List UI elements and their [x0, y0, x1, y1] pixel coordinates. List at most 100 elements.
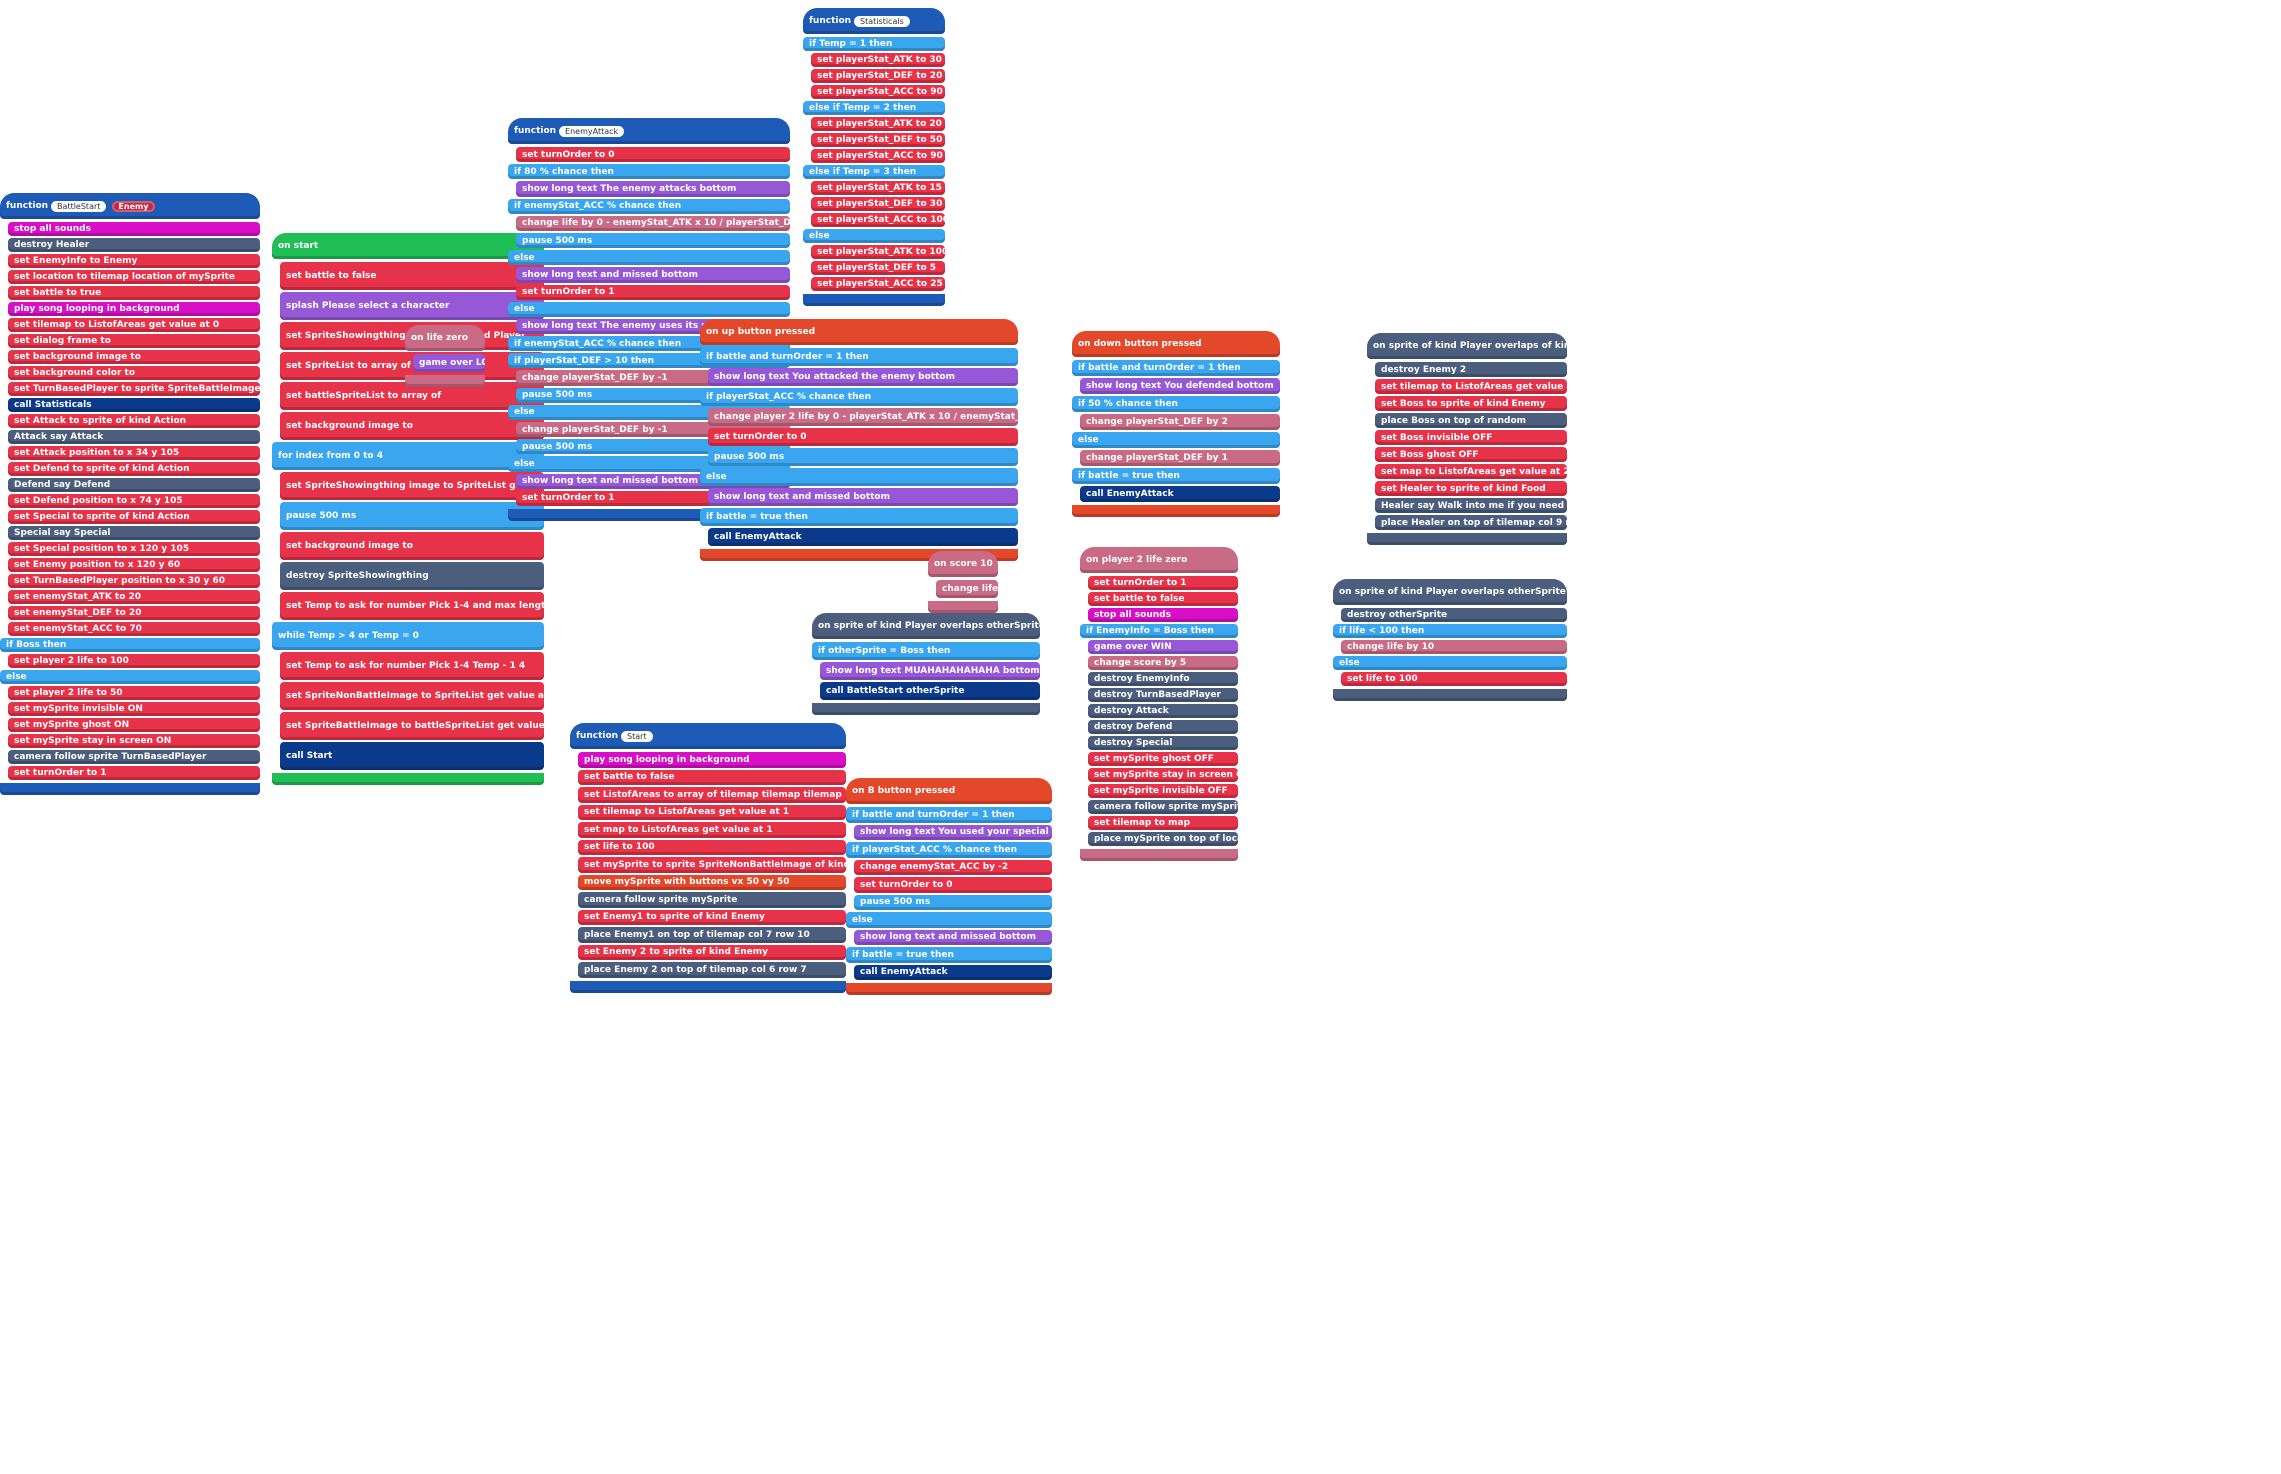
block-stack-on-b[interactable]: on B button pressed if battle and turnOrd…	[846, 775, 1052, 998]
code-block[interactable]: destroy EnemyInfo	[1088, 672, 1238, 686]
function-name[interactable]: EnemyAttack	[559, 125, 625, 137]
code-block[interactable]: set enemyStat_ACC to 70	[8, 622, 260, 636]
block-stack-statisticals[interactable]: function Statisticals if Temp = 1 then set …	[803, 5, 945, 309]
code-block[interactable]: set playerStat_ATK to 15	[811, 181, 945, 195]
block-stack-on-up[interactable]: on up button pressed if battle and turnOr…	[700, 316, 1018, 564]
code-block[interactable]: set SpriteBattleImage to battleSpriteLis…	[280, 712, 544, 740]
code-block[interactable]: if battle and turnOrder = 1 then	[700, 348, 1018, 366]
code-block[interactable]: pause 500 ms	[280, 502, 544, 530]
block-stack-battle-start[interactable]: function BattleStart Enemy stop all sounds d…	[0, 190, 260, 798]
code-block[interactable]: set Special position to x 120 y 105	[8, 542, 260, 556]
code-block[interactable]: destroy TurnBasedPlayer	[1088, 688, 1238, 702]
code-block[interactable]: if playerStat_ACC % chance then	[846, 842, 1052, 858]
code-block[interactable]: set player 2 life to 100	[8, 654, 260, 668]
block-header[interactable]: on start	[272, 233, 544, 259]
block-header[interactable]: on life zero	[405, 325, 485, 351]
code-block[interactable]: set playerStat_ACC to 90	[811, 149, 945, 163]
code-block[interactable]: set Healer to sprite of kind Food	[1375, 481, 1567, 496]
code-block[interactable]: call EnemyAttack	[1080, 486, 1280, 502]
code-block[interactable]: play song looping in background	[578, 752, 846, 768]
block-stack-overlap-food[interactable]: on sprite of kind Player overlaps otherS…	[1333, 576, 1567, 704]
block-stack-start[interactable]: function Start play song looping in backgr…	[570, 720, 846, 996]
code-block[interactable]: change player 2 life by 0 - playerStat_A…	[708, 408, 1018, 426]
code-block[interactable]: change playerStat_DEF by 1	[1080, 450, 1280, 466]
code-block[interactable]: set playerStat_DEF to 5	[811, 261, 945, 275]
code-block[interactable]: set Enemy1 to sprite of kind Enemy	[578, 909, 846, 925]
code-block[interactable]: change playerStat_DEF by 2	[1080, 414, 1280, 430]
code-block[interactable]: set background image to	[280, 532, 544, 560]
code-block[interactable]: for index from 0 to 4	[272, 442, 544, 470]
code-block[interactable]: call EnemyAttack	[854, 964, 1052, 980]
code-block[interactable]: else	[1333, 656, 1567, 670]
code-block[interactable]: play song looping in background	[8, 302, 260, 316]
block-header[interactable]: on player 2 life zero	[1080, 547, 1238, 573]
code-block[interactable]: set background image to	[280, 412, 544, 440]
code-block[interactable]: destroy Enemy 2	[1375, 362, 1567, 377]
code-block[interactable]: if 80 % chance then	[508, 164, 790, 180]
code-block[interactable]: set turnOrder to 1	[516, 284, 790, 300]
code-block[interactable]: if battle = true then	[846, 947, 1052, 963]
code-block[interactable]: destroy Defend	[1088, 720, 1238, 734]
code-block[interactable]: else	[700, 468, 1018, 486]
code-block[interactable]: if Temp = 1 then	[803, 37, 945, 51]
code-block[interactable]: set Temp to ask for number Pick 1-4 Temp…	[280, 652, 544, 680]
code-block[interactable]: show long text and missed bottom	[708, 488, 1018, 506]
block-header[interactable]: function Start	[570, 723, 846, 749]
code-block[interactable]: else if Temp = 2 then	[803, 101, 945, 115]
code-block[interactable]: show long text and missed bottom	[854, 929, 1052, 945]
code-block[interactable]: splash Please select a character	[280, 292, 544, 320]
code-block[interactable]: set Special to sprite of kind Action	[8, 510, 260, 524]
code-block[interactable]: else	[508, 301, 790, 317]
code-block[interactable]: set tilemap to map	[1088, 816, 1238, 830]
code-block[interactable]: show long text and missed bottom	[516, 267, 790, 283]
code-block[interactable]: set mySprite stay in screen ON	[8, 734, 260, 748]
code-block[interactable]: set tilemap to ListofAreas get value at …	[578, 804, 846, 820]
code-block[interactable]: call Statisticals	[8, 398, 260, 412]
code-block[interactable]: set Attack to sprite of kind Action	[8, 414, 260, 428]
code-block[interactable]: if battle = true then	[1072, 468, 1280, 484]
code-block[interactable]: place Enemy1 on top of tilemap col 7 row…	[578, 927, 846, 943]
code-block[interactable]: else	[846, 912, 1052, 928]
code-block[interactable]: change life by 0 - enemyStat_ATK x 10 / …	[516, 215, 790, 231]
code-block[interactable]: set background image to	[8, 350, 260, 364]
code-block[interactable]: else	[508, 250, 790, 266]
code-block[interactable]: set player 2 life to 50	[8, 686, 260, 700]
code-block[interactable]: destroy SpriteShowingthing	[280, 562, 544, 590]
code-block[interactable]: set TurnBasedPlayer position to x 30 y 6…	[8, 574, 260, 588]
block-header[interactable]: on down button pressed	[1072, 331, 1280, 357]
code-block[interactable]: set playerStat_ATK to 100	[811, 245, 945, 259]
code-block[interactable]: set playerStat_ACC to 100	[811, 213, 945, 227]
code-block[interactable]: if battle and turnOrder = 1 then	[846, 807, 1052, 823]
code-block[interactable]: set mySprite invisible ON	[8, 702, 260, 716]
code-block[interactable]: else	[803, 229, 945, 243]
code-block[interactable]: set enemyStat_DEF to 20	[8, 606, 260, 620]
code-block[interactable]: if 50 % chance then	[1072, 396, 1280, 412]
code-block[interactable]: destroy Attack	[1088, 704, 1238, 718]
code-block[interactable]: set life to 100	[1341, 672, 1567, 686]
code-block[interactable]: show long text The enemy attacks bottom	[516, 181, 790, 197]
block-header[interactable]: function Statisticals	[803, 8, 945, 34]
code-block[interactable]: set SpriteNonBattleImage to SpriteList g…	[280, 682, 544, 710]
code-block[interactable]: set playerStat_ACC to 90	[811, 85, 945, 99]
code-block[interactable]: set mySprite invisible OFF	[1088, 784, 1238, 798]
function-name[interactable]: Statisticals	[854, 15, 910, 27]
code-block[interactable]: set turnOrder to 1	[8, 766, 260, 780]
code-block[interactable]: if otherSprite = Boss then	[812, 642, 1040, 660]
block-stack-overlap-player[interactable]: on sprite of kind Player overlaps of kin…	[1367, 330, 1567, 548]
code-block[interactable]: set enemyStat_ATK to 20	[8, 590, 260, 604]
code-block[interactable]: set turnOrder to 0	[516, 147, 790, 163]
code-block[interactable]: show long text You defended bottom	[1080, 378, 1280, 394]
code-block[interactable]: show long text MUAHAHAHAHAHA bottom	[820, 662, 1040, 680]
code-block[interactable]: set battle to false	[1088, 592, 1238, 606]
code-block[interactable]: set playerStat_ATK to 30	[811, 53, 945, 67]
block-stack-overlap-enemy[interactable]: on sprite of kind Player overlaps otherS…	[812, 610, 1040, 718]
code-block[interactable]: set playerStat_ACC to 25	[811, 277, 945, 291]
code-block[interactable]: set playerStat_DEF to 20	[811, 69, 945, 83]
code-block[interactable]: stop all sounds	[8, 222, 260, 236]
code-block[interactable]: Special say Special	[8, 526, 260, 540]
code-block[interactable]: pause 500 ms	[708, 448, 1018, 466]
code-block[interactable]: change enemyStat_ACC by -2	[854, 859, 1052, 875]
code-block[interactable]: game over LOSE	[413, 354, 485, 372]
code-block[interactable]: pause 500 ms	[516, 232, 790, 249]
code-block[interactable]: game over WIN	[1088, 640, 1238, 654]
